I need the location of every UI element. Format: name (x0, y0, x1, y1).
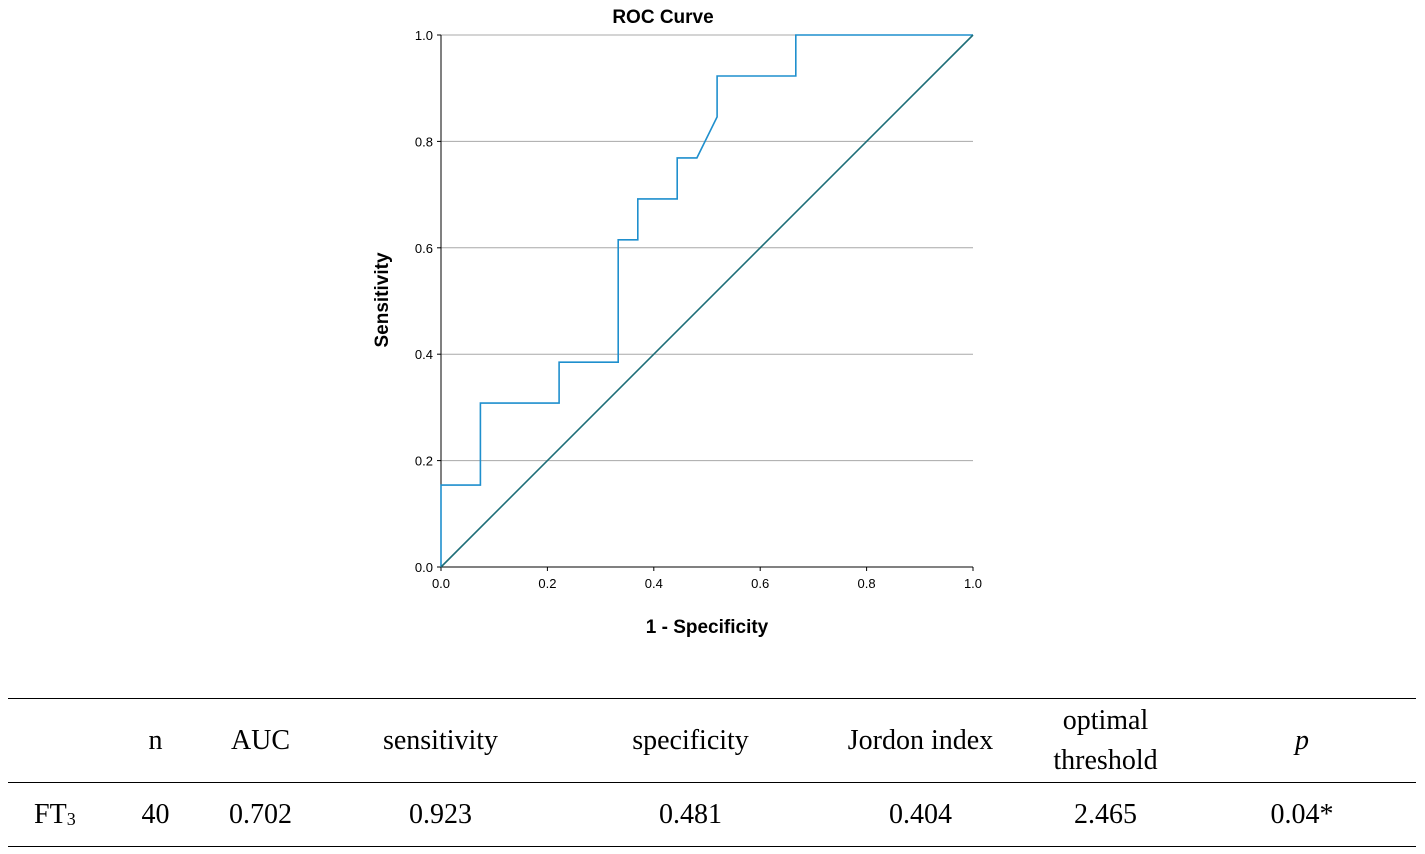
cell-p: 0.04* (1270, 798, 1334, 830)
x-tick-label-3: 0.6 (751, 576, 769, 591)
series-lines (440, 34, 974, 568)
x-tick-label-5: 1.0 (964, 576, 982, 591)
table-header-row: n AUC sensitivity specificity Jordon ind… (8, 698, 1416, 783)
y-tick-label-5: 1.0 (415, 28, 433, 43)
header-sensitivity: sensitivity (382, 724, 499, 756)
header-auc: AUC (230, 724, 291, 756)
x-tick-label-0: 0.0 (432, 576, 450, 591)
header-optimal-threshold-line1: optimal (1062, 704, 1149, 736)
y-tick-label-0: 0.0 (415, 560, 433, 575)
tick-labels: 0.0 0.2 0.4 0.6 0.8 1.0 0.0 0.2 0.4 0.6 0.8 1.0 (415, 28, 982, 591)
table-row: FT3 40 0.702 0.923 0.481 0.404 2.465 0.0… (8, 783, 1416, 847)
x-tick-label-1: 0.2 (538, 576, 556, 591)
axes (440, 35, 973, 568)
chart-title: ROC Curve (612, 7, 713, 28)
cell-n: 40 (141, 798, 170, 830)
header-specificity: specificity (632, 724, 749, 756)
row-label-text: FT (34, 798, 67, 830)
cell-jordon-index: 0.404 (889, 798, 952, 830)
header-optimal-threshold-line2: threshold (1053, 744, 1158, 776)
header-p: p (1295, 724, 1309, 756)
roc-curve-line (440, 34, 973, 567)
y-axis-label: Sensitivity (372, 252, 393, 347)
y-tick-label-4: 0.8 (415, 134, 433, 149)
y-tick-label-2: 0.4 (415, 347, 433, 362)
grid-lines (441, 34, 973, 462)
header-jordon-index: Jordon index (847, 724, 994, 756)
y-tick-label-1: 0.2 (415, 454, 433, 469)
header-n: n (148, 724, 163, 756)
x-tick-label-4: 0.8 (858, 576, 876, 591)
row-label: FT3 (8, 783, 108, 847)
header-empty (8, 699, 108, 783)
row-label-subscript: 3 (66, 808, 76, 829)
roc-chart: 0.0 0.2 0.4 0.6 0.8 1.0 0.0 0.2 0.4 0.6 0.8 1.0 ROC… (372, 7, 982, 638)
cell-sensitivity: 0.923 (409, 798, 472, 830)
y-tick-label-3: 0.6 (415, 241, 433, 256)
cell-optimal-threshold: 2.465 (1074, 798, 1137, 830)
results-table: n AUC sensitivity specificity Jordon ind… (8, 698, 1416, 847)
cell-auc: 0.702 (229, 798, 292, 830)
x-axis-label: 1 - Specificity (646, 617, 769, 638)
x-tick-label-2: 0.4 (645, 576, 663, 591)
cell-specificity: 0.481 (659, 798, 722, 830)
header-optimal-threshold: optimal threshold (1023, 699, 1188, 783)
reference-diagonal-line (440, 34, 974, 568)
